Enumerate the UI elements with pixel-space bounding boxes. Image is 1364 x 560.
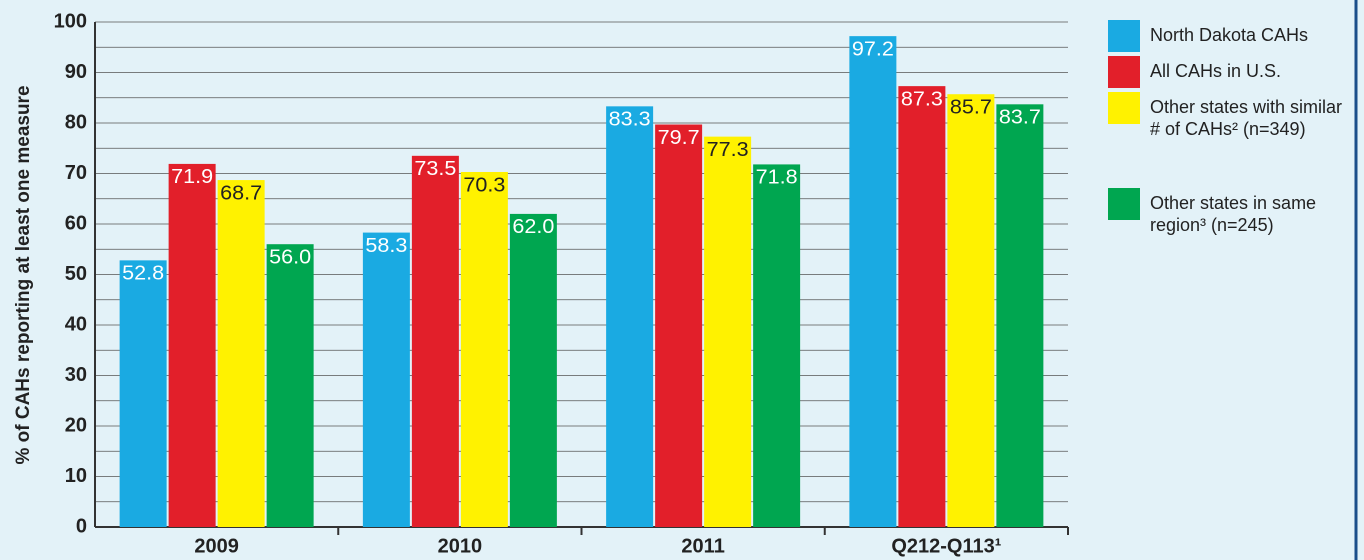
bar xyxy=(362,232,410,527)
legend-label: Other states with similar # of CAHs² (n=… xyxy=(1150,97,1343,139)
bar xyxy=(509,213,557,527)
bar xyxy=(411,155,459,527)
x-tick-label: Q212-Q113¹ xyxy=(891,535,1001,557)
value-label: 97.2 xyxy=(852,38,894,60)
legend-swatch xyxy=(1108,56,1140,88)
legend-item: North Dakota CAHs xyxy=(1108,20,1358,52)
bar xyxy=(704,136,752,527)
y-tick-label: 20 xyxy=(65,414,87,436)
legend-label: Other states in same region³ (n=245) xyxy=(1150,193,1317,235)
y-tick-label: 0 xyxy=(76,515,87,537)
x-tick-label: 2009 xyxy=(194,535,239,557)
y-tick-label: 70 xyxy=(65,162,87,184)
bar xyxy=(849,36,897,527)
value-label: 68.7 xyxy=(220,182,262,204)
bar xyxy=(266,244,314,527)
bar xyxy=(898,86,946,527)
bar xyxy=(606,106,654,528)
legend-item: Other states in same region³ (n=245) xyxy=(1108,188,1358,236)
legend-item: Other states with similar # of CAHs² (n=… xyxy=(1108,92,1358,140)
legend-item: All CAHs in U.S. xyxy=(1108,56,1358,88)
y-tick-label: 80 xyxy=(65,111,87,133)
bar xyxy=(119,260,167,527)
value-label: 71.9 xyxy=(171,166,213,188)
bar xyxy=(217,180,265,527)
y-tick-label: 100 xyxy=(54,10,87,32)
value-label: 73.5 xyxy=(414,158,456,180)
x-tick-label: 2010 xyxy=(438,535,483,557)
bar xyxy=(996,104,1044,527)
value-label: 71.8 xyxy=(756,167,798,189)
value-label: 79.7 xyxy=(658,127,700,149)
value-label: 83.3 xyxy=(609,109,651,131)
bar xyxy=(655,124,703,527)
value-label: 58.3 xyxy=(365,235,407,257)
value-label: 70.3 xyxy=(463,174,505,196)
y-tick-label: 60 xyxy=(65,212,87,234)
legend-swatch xyxy=(1108,188,1140,220)
y-tick-label: 30 xyxy=(65,364,87,386)
value-label: 83.7 xyxy=(999,107,1041,129)
bar xyxy=(168,163,216,527)
legend-label: North Dakota CAHs xyxy=(1150,25,1309,45)
bar xyxy=(947,94,995,527)
legend-swatch xyxy=(1108,92,1140,124)
y-tick-label: 90 xyxy=(65,61,87,83)
y-tick-label: 50 xyxy=(65,263,87,285)
bar xyxy=(753,164,801,527)
value-label: 52.8 xyxy=(122,263,164,285)
value-label: 87.3 xyxy=(901,88,943,110)
value-label: 85.7 xyxy=(950,96,992,118)
value-label: 56.0 xyxy=(269,246,311,268)
bar xyxy=(460,171,508,528)
y-tick-label: 40 xyxy=(65,313,87,335)
value-label: 62.0 xyxy=(512,216,554,238)
value-label: 77.3 xyxy=(707,139,749,161)
x-tick-label: 2011 xyxy=(681,535,724,557)
legend-swatch xyxy=(1108,20,1140,52)
legend-label: All CAHs in U.S. xyxy=(1150,61,1282,81)
y-axis-label: % of CAHs reporting at least one measure xyxy=(13,85,34,464)
y-tick-label: 10 xyxy=(65,465,87,487)
